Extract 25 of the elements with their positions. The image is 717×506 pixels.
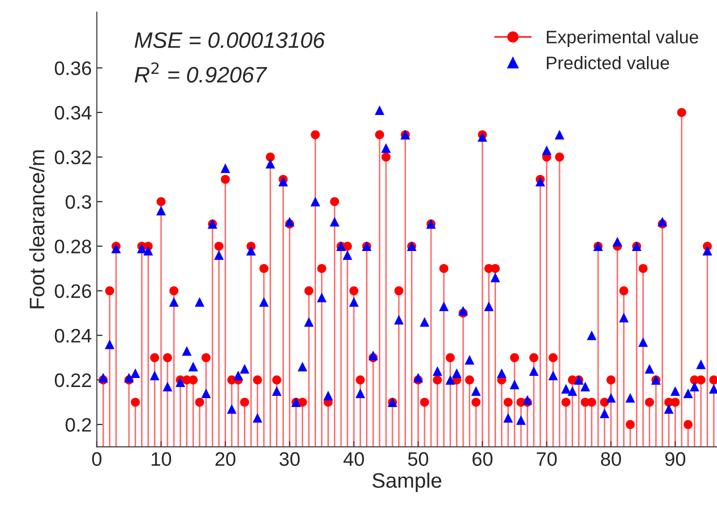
y-tick-label: 0.28 <box>54 240 92 254</box>
y-tick-label: 0.32 <box>54 150 91 164</box>
legend-label: Experimental value <box>546 30 698 48</box>
x-tick-label: 60 <box>472 452 492 466</box>
x-tick-label: 0 <box>92 452 102 466</box>
y-tick-label: 0.3 <box>66 195 92 209</box>
y-tick-label: 0.34 <box>54 106 92 120</box>
y-tick-label: 0.26 <box>54 284 92 298</box>
annotation: R$^{2}$ = 0.92067 <box>134 62 268 83</box>
legend-label: Predicted value <box>546 56 670 70</box>
x-tick-label: 50 <box>408 452 428 466</box>
y-tick-label: 0.36 <box>54 61 92 76</box>
x-tick-label: 70 <box>536 452 557 466</box>
y-axis-title: Foot clearance/m <box>29 150 44 308</box>
x-tick-label: 40 <box>344 452 364 466</box>
x-tick-label: 20 <box>216 452 236 466</box>
x-axis-title: Sample <box>372 472 442 492</box>
y-tick-label: 0.2 <box>66 418 91 432</box>
y-tick-label: 0.24 <box>54 328 92 343</box>
x-tick-label: 90 <box>665 452 686 466</box>
x-tick-label: 10 <box>152 452 172 466</box>
x-tick-label: 80 <box>600 452 622 466</box>
y-tick-label: 0.22 <box>54 373 91 388</box>
annotation: MSE = 0.00013106 <box>134 32 325 48</box>
x-tick-label: 30 <box>280 452 300 466</box>
